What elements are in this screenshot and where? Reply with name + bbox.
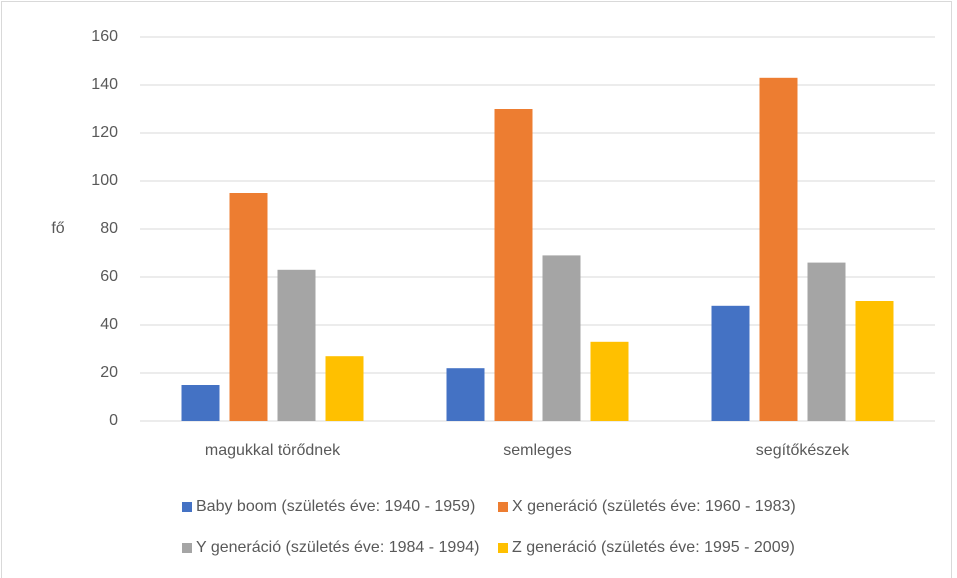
bar — [181, 385, 220, 421]
y-tick-label: 60 — [100, 268, 118, 285]
y-tick-label: 40 — [100, 316, 118, 333]
y-tick-label: 80 — [100, 220, 118, 237]
bar — [855, 301, 894, 421]
x-tick-label: magukkal törődnek — [205, 442, 341, 459]
bar — [759, 77, 798, 422]
x-tick-label: segítőkészek — [756, 442, 850, 459]
bar — [446, 368, 485, 421]
legend-label: Z generáció (születés éve: 1995 - 2009) — [512, 539, 795, 556]
y-tick-label: 120 — [91, 124, 118, 141]
bar — [542, 255, 581, 421]
y-tick-label: 100 — [91, 172, 118, 189]
legend-swatch — [498, 502, 508, 512]
y-tick-label: 20 — [100, 364, 118, 381]
bar — [229, 193, 268, 421]
bar — [325, 356, 364, 421]
bar — [807, 262, 846, 421]
bar — [590, 341, 629, 421]
legend-swatch — [182, 543, 192, 553]
y-axis-label: fő — [51, 220, 64, 237]
bar — [277, 269, 316, 421]
y-tick-label: 160 — [91, 28, 118, 45]
bar — [711, 305, 750, 421]
legend-swatch — [498, 543, 508, 553]
y-tick-label: 140 — [91, 76, 118, 93]
legend-label: Y generáció (születés éve: 1984 - 1994) — [196, 539, 479, 556]
legend-label: X generáció (születés éve: 1960 - 1983) — [512, 498, 796, 515]
x-tick-label: semleges — [503, 442, 571, 459]
legend-label: Baby boom (születés éve: 1940 - 1959) — [196, 498, 475, 515]
y-tick-label: 0 — [109, 412, 118, 429]
bar — [494, 109, 533, 421]
legend-swatch — [182, 502, 192, 512]
